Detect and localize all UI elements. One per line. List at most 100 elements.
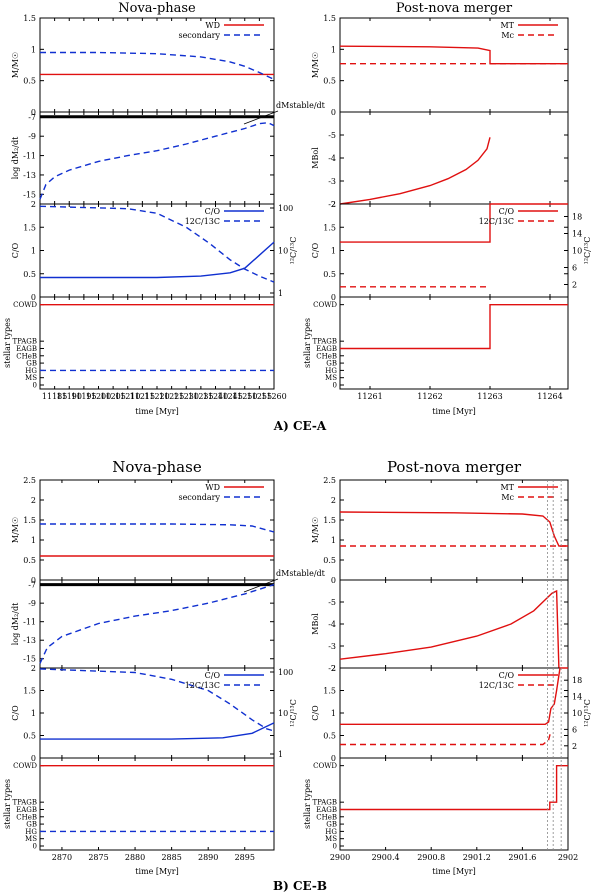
legend-label: 12C/13C (185, 217, 220, 226)
y-tick-label: -11 (23, 618, 36, 627)
y-tick-label: -13 (23, 636, 36, 645)
y2-tick-label: 10 (278, 247, 288, 256)
y-tick-label: -4 (328, 154, 336, 163)
y-axis-label: stellar types (3, 779, 12, 829)
series-line-12C13C (39, 205, 275, 283)
y-tick-label: -9 (28, 599, 36, 608)
x-tick-label: 11240 (203, 392, 228, 401)
x-tick-label: 11225 (159, 392, 184, 401)
panel-frame (39, 479, 275, 581)
x-tick-label: 11200 (86, 392, 111, 401)
series-line-MBol (339, 137, 491, 205)
y-tick-label: -7 (28, 581, 36, 590)
y-tick-label: 0 (33, 382, 37, 390)
y2-tick-label: 6 (572, 264, 577, 273)
legend-label: C/O (499, 207, 515, 216)
y-tick-label: 1.5 (323, 223, 336, 232)
y2-tick-label: 10 (278, 709, 288, 718)
y-axis-label: stellar types (303, 318, 312, 368)
y-tick-label: 2 (331, 200, 336, 209)
x-tick-label: 11263 (477, 392, 502, 401)
series-line-CO (40, 722, 275, 740)
y-tick-label: 1.5 (323, 14, 336, 23)
x-tick-label: 11210 (115, 392, 140, 401)
x-tick-label: 2900.8 (417, 853, 445, 862)
chart-title-2: Nova-phase (112, 458, 202, 476)
y-tick-label: 0 (331, 108, 336, 117)
y-tick-label: HG (25, 828, 37, 836)
y-tick-label: TPAGB (12, 799, 37, 807)
x-tick-label: 11245 (217, 392, 242, 401)
y2-axis-label: ¹²C/¹³C (289, 237, 298, 265)
y-tick-label: 0.5 (23, 270, 36, 279)
caption-b: B) CE-B (273, 879, 327, 893)
y-axis-label: M/M☉ (311, 517, 320, 543)
y-tick-label: 1 (331, 536, 336, 545)
y-tick-label: 1 (31, 247, 36, 256)
y-tick-label: CHeB (316, 352, 337, 360)
y2-tick-label: 2 (572, 742, 577, 751)
panel-frame (39, 579, 275, 669)
x-tick-label: 11262 (417, 392, 442, 401)
y-tick-label: EAGB (316, 806, 337, 814)
y2-tick-label: 10 (572, 247, 582, 256)
x-tick-label: 11264 (537, 392, 562, 401)
y2-tick-label: 18 (572, 676, 582, 685)
y2-axis-label: ¹²C/¹³C (583, 237, 592, 265)
y-tick-label: 1 (31, 45, 36, 54)
series-line-secondary (39, 583, 275, 664)
series-line-star (340, 304, 568, 350)
y-axis-label: C/O (11, 242, 20, 258)
x-tick-label: 11185 (42, 392, 67, 401)
y-tick-label: EAGB (316, 345, 337, 353)
y-tick-label: 2 (31, 200, 36, 209)
y-tick-label: -7 (28, 113, 36, 122)
x-tick-label: 2901.2 (463, 853, 491, 862)
x-tick-label: 2875 (88, 853, 108, 862)
y2-tick-label: 100 (278, 204, 293, 213)
y-tick-label: 0 (333, 382, 337, 390)
legend-label: Mc (501, 31, 514, 40)
y-tick-label: CHeB (16, 352, 37, 360)
series-line-MBol (339, 589, 560, 669)
y-tick-label: 0.5 (23, 556, 36, 565)
panel-frame (39, 111, 275, 205)
y2-tick-label: 1 (278, 289, 283, 298)
series-line-CO (40, 241, 275, 279)
y2-tick-label: 14 (572, 693, 582, 702)
y-tick-label: 2 (31, 664, 36, 673)
x-tick-label: 2870 (52, 853, 72, 862)
legend-label: C/O (499, 671, 515, 680)
y-tick-label: EAGB (16, 345, 37, 353)
caption-a: A) CE-A (273, 419, 327, 433)
series-line-star (340, 765, 568, 811)
y2-tick-label: 18 (572, 213, 582, 222)
y-tick-label: 2.5 (23, 476, 36, 485)
x-axis-label: time [Myr] (135, 867, 178, 876)
y-axis-label: M/M☉ (11, 52, 20, 78)
y-tick-label: TPAGB (312, 799, 337, 807)
y2-tick-label: 100 (278, 668, 293, 677)
x-tick-label: 11215 (130, 392, 155, 401)
legend-label: MT (500, 483, 514, 492)
y-axis-label: log dM₂/dt (11, 602, 20, 645)
series-line-secondary (39, 121, 275, 200)
y-tick-label: COWD (313, 301, 337, 309)
annotation-arrow (243, 110, 279, 125)
x-tick-label: 2895 (235, 853, 255, 862)
y-tick-label: MS (325, 374, 337, 382)
annotation-label: dMstable/dt (276, 101, 326, 110)
legend-label: C/O (205, 207, 221, 216)
y-tick-label: 0 (331, 576, 336, 585)
y-tick-label: 1 (31, 709, 36, 718)
y2-axis-label: ¹²C/¹³C (583, 699, 592, 727)
y-tick-label: 1.5 (23, 687, 36, 696)
y-tick-label: -5 (328, 131, 336, 140)
y-axis-label: MBol (311, 613, 320, 635)
y-tick-label: COWD (13, 301, 37, 309)
annotation-arrow (243, 578, 279, 593)
y-tick-label: 1 (31, 536, 36, 545)
y-axis-label: M/M☉ (311, 52, 320, 78)
series-line-12C13C (340, 730, 552, 746)
